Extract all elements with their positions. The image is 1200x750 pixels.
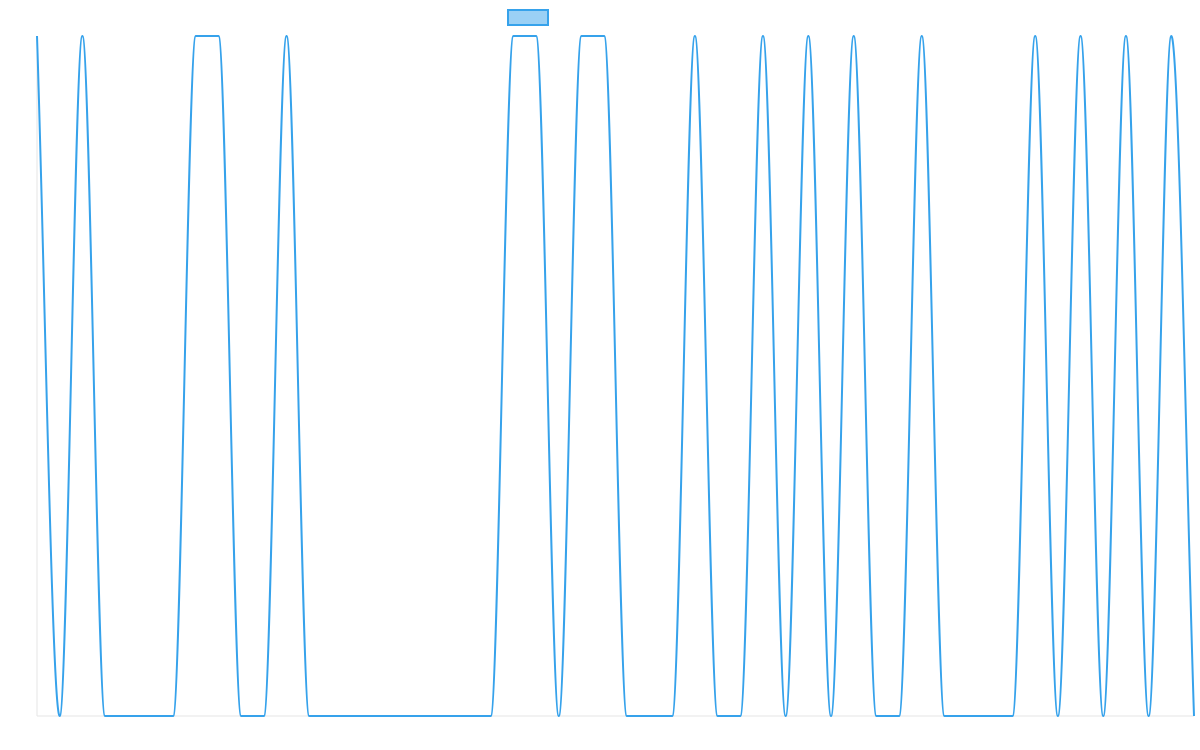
legend-swatch (507, 9, 549, 26)
line (36, 34, 1195, 718)
